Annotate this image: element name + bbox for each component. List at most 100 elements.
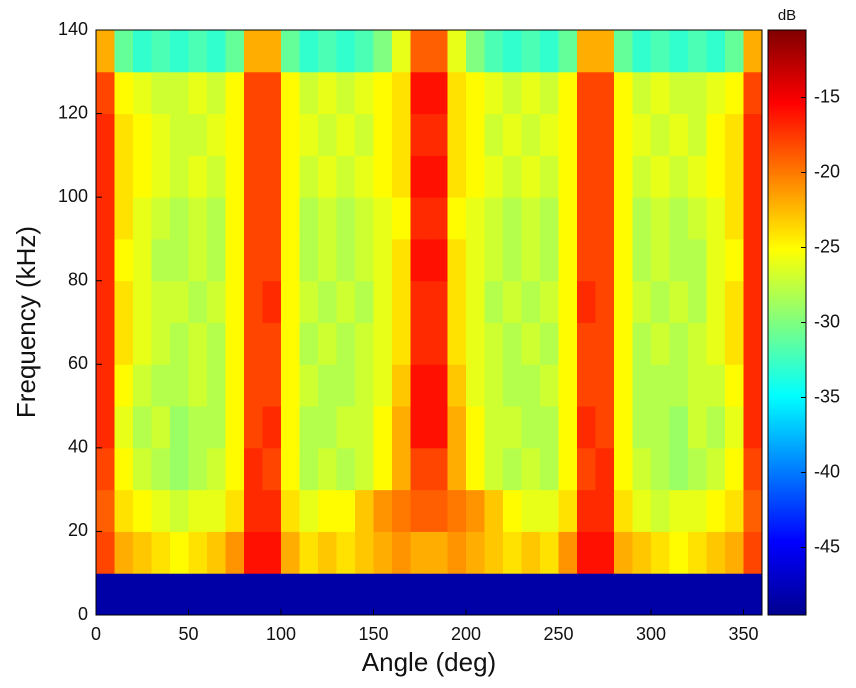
heatmap-cell <box>540 573 559 616</box>
heatmap-cell <box>706 322 726 365</box>
heatmap-cell <box>614 447 633 491</box>
heatmap-cell <box>558 489 578 532</box>
plot-frame <box>95 29 763 616</box>
heatmap-cell <box>336 238 356 282</box>
heatmap-cell <box>577 30 596 73</box>
heatmap-cell <box>299 113 319 156</box>
heatmap-cell <box>484 573 504 616</box>
heatmap-cell <box>299 71 319 115</box>
heatmap-cell <box>281 447 300 491</box>
heatmap-cell <box>743 238 763 282</box>
heatmap-cell <box>281 573 300 616</box>
heatmap-cell <box>558 155 578 198</box>
heatmap-cell <box>447 322 467 365</box>
heatmap-cell <box>614 364 633 407</box>
heatmap-cell <box>244 113 263 156</box>
y-tick-label: 140 <box>58 19 88 39</box>
heatmap-cell <box>540 447 559 491</box>
heatmap-cell <box>466 489 485 532</box>
colorbar-tick-label: -15 <box>814 86 840 106</box>
heatmap-cell <box>725 531 744 574</box>
heatmap-cell <box>466 113 485 156</box>
heatmap-cell <box>632 30 652 73</box>
x-tick-label: 250 <box>543 624 573 644</box>
heatmap-cell <box>669 30 689 73</box>
heatmap-cell <box>503 113 522 156</box>
x-axis-label: Angle (deg) <box>362 647 496 677</box>
heatmap-cell <box>632 447 652 491</box>
heatmap-cell <box>503 531 522 574</box>
heatmap-cell <box>614 406 633 449</box>
heatmap-cell <box>466 280 485 323</box>
heatmap-cell <box>484 406 504 449</box>
heatmap-cell <box>706 531 726 574</box>
heatmap-cell <box>595 447 615 491</box>
heatmap-cell <box>595 30 615 73</box>
heatmap-cell <box>262 531 282 574</box>
heatmap-cell <box>743 573 763 616</box>
heatmap-cell <box>96 447 115 491</box>
heatmap-cell <box>225 197 245 240</box>
heatmap-cell <box>392 531 411 574</box>
heatmap-cell <box>318 573 337 616</box>
heatmap-cell <box>540 489 559 532</box>
heatmap-cell <box>503 238 522 282</box>
heatmap-cell <box>558 71 578 115</box>
heatmap-cell <box>429 238 448 282</box>
heatmap-cell <box>281 322 300 365</box>
heatmap-cell <box>299 197 319 240</box>
heatmap-cell <box>114 280 134 323</box>
heatmap-cell <box>484 280 504 323</box>
heatmap-cell <box>595 71 615 115</box>
heatmap-cell <box>669 280 689 323</box>
heatmap-cell <box>318 197 337 240</box>
heatmap-cell <box>225 573 245 616</box>
heatmap-cell <box>614 113 633 156</box>
heatmap-cell <box>447 531 467 574</box>
heatmap-cell <box>410 280 430 323</box>
heatmap-cell <box>688 573 707 616</box>
heatmap-cell <box>466 406 485 449</box>
heatmap-cell <box>170 71 189 115</box>
heatmap-cell <box>151 406 171 449</box>
heatmap-cell <box>503 30 522 73</box>
heatmap-cell <box>392 238 411 282</box>
heatmap-cell <box>133 364 152 407</box>
heatmap-cell <box>355 573 374 616</box>
heatmap-cell <box>669 71 689 115</box>
heatmap-cell <box>281 280 300 323</box>
heatmap-cell <box>355 30 374 73</box>
heatmap-cell <box>521 364 541 407</box>
heatmap-cell <box>170 322 189 365</box>
heatmap-cell <box>743 280 763 323</box>
heatmap-cell <box>262 447 282 491</box>
y-axis-label: Frequency (kHz) <box>11 226 41 418</box>
heatmap-cell <box>318 322 337 365</box>
heatmap-cell <box>96 30 115 73</box>
heatmap-cell <box>614 280 633 323</box>
heatmap-cell <box>355 322 374 365</box>
y-tick-label: 100 <box>58 186 88 206</box>
heatmap-cell <box>651 531 670 574</box>
heatmap-cell <box>170 238 189 282</box>
heatmap-cell <box>188 30 208 73</box>
heatmap-cell <box>373 71 393 115</box>
heatmap-cell <box>558 406 578 449</box>
heatmap-cell <box>669 406 689 449</box>
heatmap-cell <box>466 573 485 616</box>
heatmap-cell <box>743 406 763 449</box>
heatmap-cell <box>577 364 596 407</box>
heatmap-cell <box>632 364 652 407</box>
heatmap-cell <box>262 113 282 156</box>
heatmap-cell <box>410 238 430 282</box>
heatmap-cell <box>429 573 448 616</box>
heatmap-cell <box>632 531 652 574</box>
heatmap-cell <box>577 489 596 532</box>
heatmap-cell <box>225 113 245 156</box>
heatmap-cell <box>521 238 541 282</box>
heatmap-cell <box>595 197 615 240</box>
heatmap-cell <box>133 280 152 323</box>
heatmap-cell <box>244 531 263 574</box>
heatmap-cell <box>207 406 226 449</box>
heatmap-cell <box>558 573 578 616</box>
